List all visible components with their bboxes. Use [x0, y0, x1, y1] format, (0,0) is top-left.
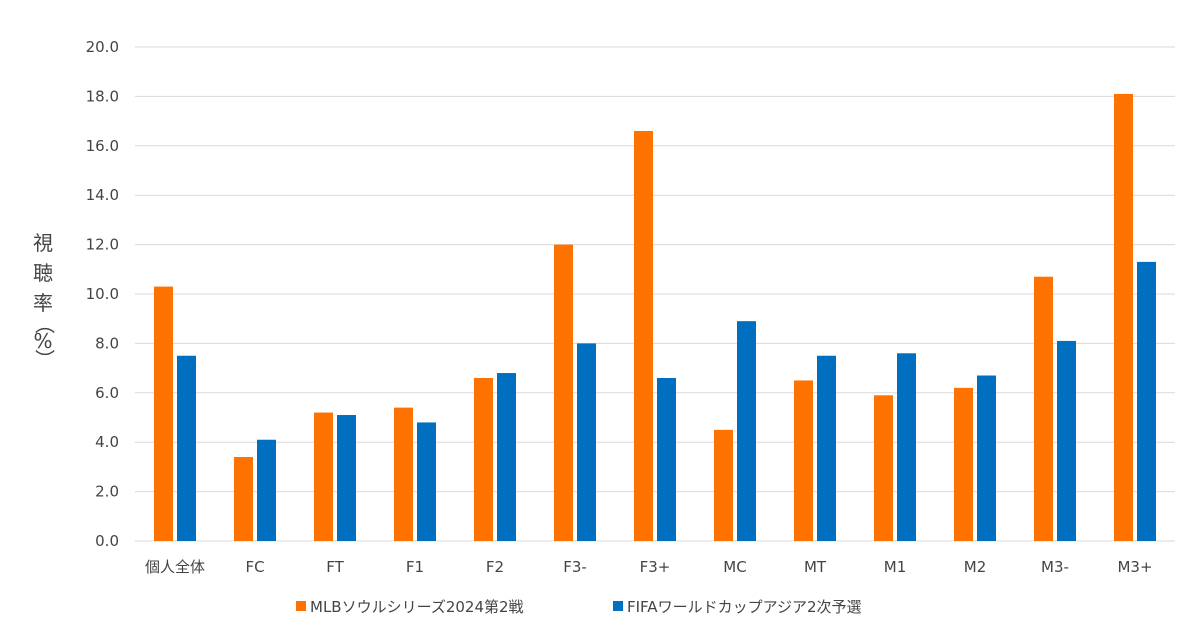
y-label-char: 聴 — [33, 261, 53, 285]
bar-fifa-9 — [897, 353, 916, 541]
bar-fifa-10 — [977, 375, 996, 541]
y-label-char: 視 — [33, 231, 53, 255]
x-category-label: FC — [245, 558, 264, 576]
bar-fifa-8 — [817, 355, 836, 541]
x-category-label: F3+ — [640, 558, 671, 576]
bar-mlb-5 — [554, 244, 573, 541]
legend-label-1: FIFAワールドカップアジア2次予選 — [627, 598, 862, 616]
bar-mlb-1 — [234, 457, 253, 541]
x-category-label: M3+ — [1117, 558, 1152, 576]
bar-mlb-12 — [1114, 93, 1133, 542]
bar-mlb-9 — [874, 395, 893, 541]
bar-fifa-4 — [497, 373, 516, 541]
bar-mlb-11 — [1034, 276, 1053, 541]
x-category-label: F1 — [406, 558, 424, 576]
x-category-label: MT — [804, 558, 827, 576]
x-category-label: M3- — [1041, 558, 1069, 576]
y-axis-ticks: 0.0 2.0 4.0 6.0 8.0 10.0 12.0 14.0 16.0 18.0 20.0 — [86, 38, 119, 550]
legend-label-0: MLBソウルシリーズ2024第2戦 — [310, 598, 524, 616]
bar-fifa-0 — [177, 355, 196, 541]
bar-fifa-12 — [1137, 261, 1156, 541]
bars — [154, 93, 1156, 542]
y-tick-label: 18.0 — [86, 87, 119, 105]
bar-fifa-5 — [577, 343, 596, 541]
bar-mlb-3 — [394, 407, 413, 541]
legend: MLBソウルシリーズ2024第2戦 FIFAワールドカップアジア2次予選 — [296, 598, 862, 616]
x-category-label: F3- — [563, 558, 587, 576]
y-tick-label: 20.0 — [86, 38, 119, 56]
legend-swatch-0 — [296, 601, 306, 611]
legend-swatch-1 — [613, 601, 623, 611]
bar-fifa-1 — [257, 439, 276, 541]
y-tick-label: 16.0 — [86, 137, 119, 155]
y-tick-label: 14.0 — [86, 186, 119, 204]
bar-fifa-6 — [657, 377, 676, 541]
y-tick-label: 2.0 — [95, 483, 119, 501]
y-tick-label: 12.0 — [86, 236, 119, 254]
x-category-label: M1 — [884, 558, 907, 576]
x-axis-categories: 個人全体 FC FT F1 F2 F3- F3+ MC MT M1 M2 M3- M3+ — [145, 558, 1153, 576]
bar-mlb-6 — [634, 130, 653, 542]
y-tick-label: 10.0 — [86, 285, 119, 303]
y-label-char: ） — [33, 349, 57, 369]
bar-fifa-3 — [417, 422, 436, 541]
y-label-char: （ — [33, 314, 57, 334]
bar-fifa-11 — [1057, 340, 1076, 541]
x-category-label: MC — [723, 558, 746, 576]
y-axis-label: 視聴率（%） — [33, 231, 57, 369]
bar-fifa-2 — [337, 415, 356, 541]
x-category-label: F2 — [486, 558, 504, 576]
y-tick-label: 0.0 — [95, 532, 119, 550]
y-label-char: % — [33, 329, 52, 353]
gridlines — [135, 46, 1175, 542]
y-tick-label: 8.0 — [95, 334, 119, 352]
y-tick-label: 6.0 — [95, 384, 119, 402]
bar-mlb-10 — [954, 387, 973, 541]
x-category-label: 個人全体 — [145, 558, 205, 576]
bar-mlb-8 — [794, 380, 813, 541]
x-category-label: M2 — [964, 558, 987, 576]
y-label-char: 率 — [33, 291, 53, 315]
bar-mlb-0 — [154, 286, 173, 541]
bar-mlb-4 — [474, 377, 493, 541]
bar-mlb-7 — [714, 429, 733, 541]
bar-mlb-2 — [314, 412, 333, 541]
y-tick-label: 4.0 — [95, 433, 119, 451]
x-category-label: FT — [326, 558, 344, 576]
bar-fifa-7 — [737, 321, 756, 541]
